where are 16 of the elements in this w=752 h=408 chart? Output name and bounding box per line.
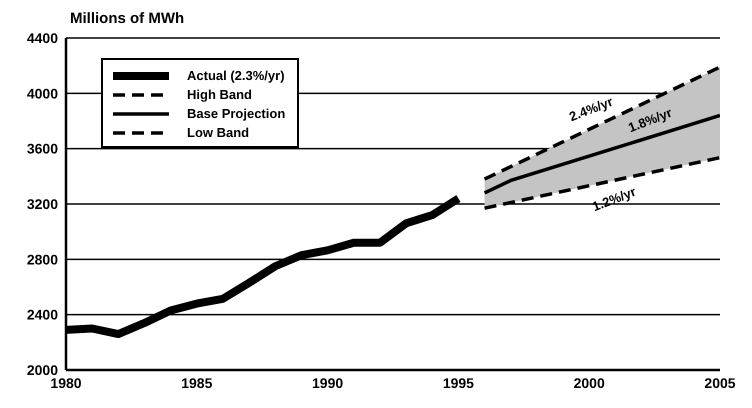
y-tick-label: 2400 — [26, 306, 58, 323]
x-tick-label: 1995 — [442, 374, 474, 391]
y-tick-label: 4400 — [26, 30, 58, 46]
y-tick-label: 3200 — [26, 196, 58, 212]
x-tick-label: 2000 — [574, 374, 605, 391]
x-tick-label: 1985 — [181, 374, 213, 391]
y-tick-label: 3600 — [26, 140, 58, 157]
y-tick-label: 4000 — [26, 85, 58, 102]
x-tick-label: 2005 — [704, 374, 736, 391]
x-tick-label: 1990 — [312, 374, 344, 391]
legend-label: High Band — [187, 87, 252, 102]
legend-label: Low Band — [187, 125, 250, 140]
y-axis-title: Millions of MWh — [70, 10, 184, 27]
legend-label: Base Projection — [187, 106, 286, 121]
y-tick-label: 2800 — [26, 251, 58, 268]
legend-label: Actual (2.3%/yr) — [187, 68, 285, 83]
